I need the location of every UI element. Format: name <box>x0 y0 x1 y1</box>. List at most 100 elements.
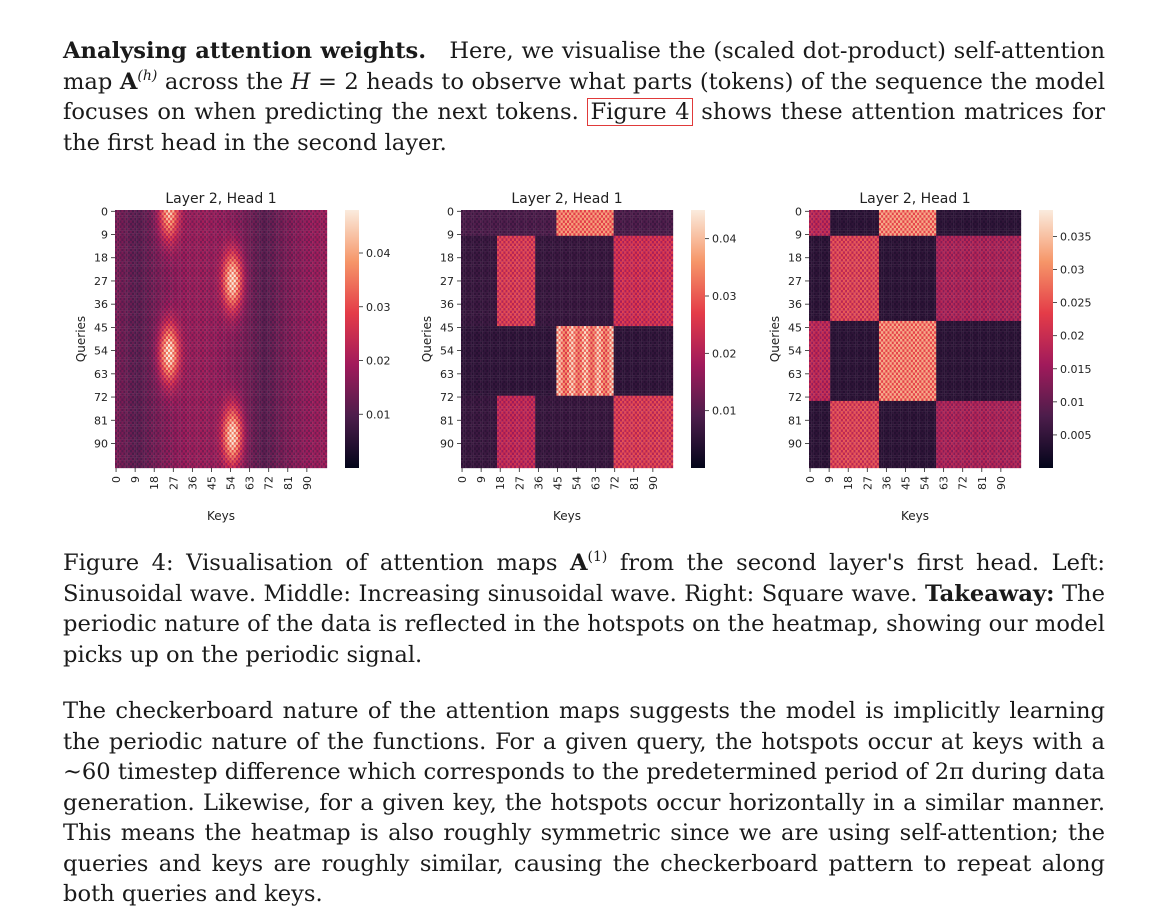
heatmap-cell <box>115 313 118 316</box>
heatmap-cell <box>318 302 321 306</box>
heatmap-cell <box>322 217 326 221</box>
heatmap-cell <box>178 225 181 229</box>
heatmap-cell <box>261 287 264 291</box>
heatmap-cell <box>182 326 186 329</box>
heatmap-cell <box>305 243 309 247</box>
heatmap-cell <box>172 243 175 247</box>
heatmap-cell <box>231 287 234 291</box>
heatmap-cell <box>318 310 321 314</box>
heatmap-cell <box>138 302 141 306</box>
heatmap-cell <box>189 326 192 329</box>
heatmap-cell <box>153 212 156 216</box>
heatmap-cell <box>148 248 152 252</box>
heatmap-cell <box>210 253 213 257</box>
heatmap-cell <box>274 292 277 296</box>
heatmap-cell <box>140 300 143 304</box>
heatmap-cell <box>246 235 249 239</box>
heatmap-cell <box>127 248 130 252</box>
heatmap-cell <box>314 217 317 221</box>
heatmap-cell <box>286 243 289 247</box>
heatmap-cell <box>227 333 230 337</box>
heatmap-cell <box>123 308 126 311</box>
heatmap-cell <box>314 279 317 283</box>
heatmap-cell <box>165 308 169 311</box>
heatmap-cell <box>189 323 192 327</box>
heatmap-cell <box>299 217 302 221</box>
heatmap-cell <box>155 282 158 285</box>
heatmap-cell <box>129 240 133 244</box>
heatmap-cell <box>322 233 326 236</box>
heatmap-cell <box>161 212 164 216</box>
heatmap-cell <box>276 230 279 234</box>
heatmap-cell <box>191 326 194 329</box>
heatmap-cell <box>252 315 256 319</box>
heatmap-cell <box>115 310 118 314</box>
heatmap-cell <box>310 230 313 234</box>
heatmap-cell <box>259 220 262 224</box>
heatmap-cell <box>115 308 118 311</box>
heatmap-cell <box>307 284 311 288</box>
heatmap-cell <box>293 292 296 296</box>
heatmap-cell <box>210 240 213 244</box>
heatmap-cell <box>242 331 245 334</box>
heatmap-cell <box>322 271 326 275</box>
heatmap-cell <box>168 271 171 275</box>
heatmap-cell <box>261 315 264 319</box>
heatmap-cell <box>324 295 328 298</box>
heatmap-cell <box>151 279 154 283</box>
heatmap-cell <box>168 222 171 226</box>
heatmap-cell <box>237 282 241 285</box>
intro-text-c: = 2 heads to observe what parts (tokens)… <box>63 69 1105 126</box>
heatmap-cell <box>129 235 133 239</box>
heatmap-cell <box>225 328 228 332</box>
heatmap-cell <box>165 225 169 229</box>
heatmap-cell <box>146 269 150 273</box>
heatmap-cell <box>214 274 217 278</box>
heatmap-cell <box>229 326 232 329</box>
heatmap-cell <box>303 277 306 280</box>
heatmap-cell <box>157 256 160 260</box>
heatmap-cell <box>176 269 179 273</box>
heatmap-cell <box>151 302 154 306</box>
heatmap-cell <box>280 328 283 332</box>
heatmap-cell <box>216 269 220 273</box>
heatmap-cell <box>274 326 277 329</box>
heatmap-cell <box>208 289 211 293</box>
heatmap-cell <box>191 240 194 244</box>
heatmap-cell <box>206 269 209 273</box>
figure-4-link[interactable]: Figure 4 <box>587 98 693 126</box>
heatmap-cell <box>131 261 135 265</box>
heatmap-cell <box>218 212 222 216</box>
heatmap-cell <box>206 228 209 231</box>
heatmap-cell <box>204 269 207 273</box>
heatmap-cell <box>123 336 126 340</box>
heatmap-cell <box>212 210 215 213</box>
heatmap-cell <box>312 215 315 218</box>
heatmap-cell <box>142 333 145 337</box>
heatmap-cell <box>252 253 256 257</box>
heatmap-cell <box>178 266 181 270</box>
heatmap-cell <box>117 240 120 244</box>
heatmap-cell <box>206 274 209 278</box>
heatmap-cell <box>184 225 188 229</box>
heatmap-cell <box>316 279 319 283</box>
heatmap-cell <box>201 240 205 244</box>
heatmap-cell <box>117 271 120 275</box>
heatmap-cell <box>290 328 294 332</box>
heatmap-cell <box>248 230 251 234</box>
heatmap-cell <box>161 215 164 218</box>
heatmap-cell <box>144 279 147 283</box>
heatmap-cell <box>184 233 188 236</box>
heatmap-cell <box>138 217 141 221</box>
heatmap-cell <box>153 289 156 293</box>
heatmap-cell <box>301 326 304 329</box>
heatmap-cell <box>159 274 162 278</box>
heatmap-cell <box>221 256 224 260</box>
heatmap-cell <box>233 328 236 332</box>
heatmap-cell <box>250 295 253 298</box>
heatmap-cell <box>297 310 300 314</box>
heatmap-cell <box>204 315 207 319</box>
heatmap-cell <box>248 315 251 319</box>
heatmap-cell <box>293 271 296 275</box>
heatmap-cell <box>233 326 236 329</box>
